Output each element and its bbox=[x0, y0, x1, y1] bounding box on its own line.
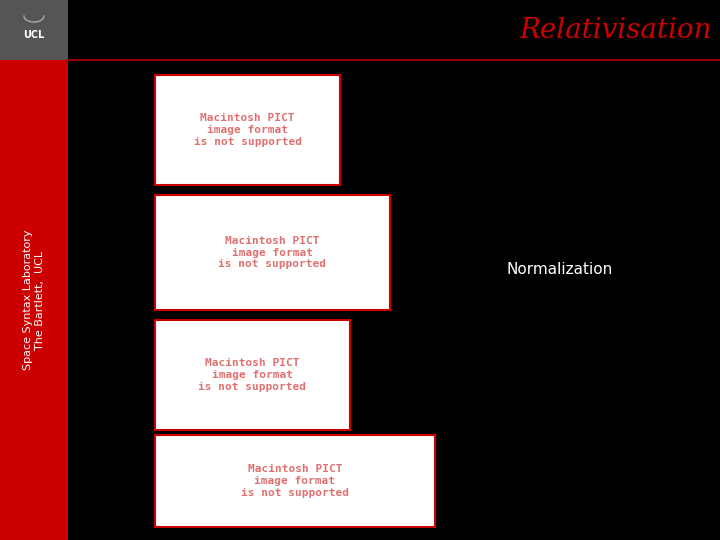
Text: Macintosh PICT
image format
is not supported: Macintosh PICT image format is not suppo… bbox=[194, 113, 302, 147]
Text: Macintosh PICT
image format
is not supported: Macintosh PICT image format is not suppo… bbox=[199, 359, 307, 392]
Bar bbox=[155, 75, 340, 185]
Bar bbox=[155, 435, 435, 527]
Text: Space Syntax Laboratory
The Bartlett,  UCL: Space Syntax Laboratory The Bartlett, UC… bbox=[23, 230, 45, 370]
Text: Relativisation: Relativisation bbox=[520, 17, 712, 44]
Text: UCL: UCL bbox=[23, 30, 45, 40]
Text: Macintosh PICT
image format
is not supported: Macintosh PICT image format is not suppo… bbox=[218, 236, 326, 269]
Text: Normalization: Normalization bbox=[507, 262, 613, 278]
Bar bbox=[0, 0, 68, 60]
Text: Macintosh PICT
image format
is not supported: Macintosh PICT image format is not suppo… bbox=[241, 464, 349, 498]
Bar bbox=[155, 320, 350, 430]
Bar bbox=[0, 60, 68, 540]
Bar bbox=[155, 195, 390, 310]
